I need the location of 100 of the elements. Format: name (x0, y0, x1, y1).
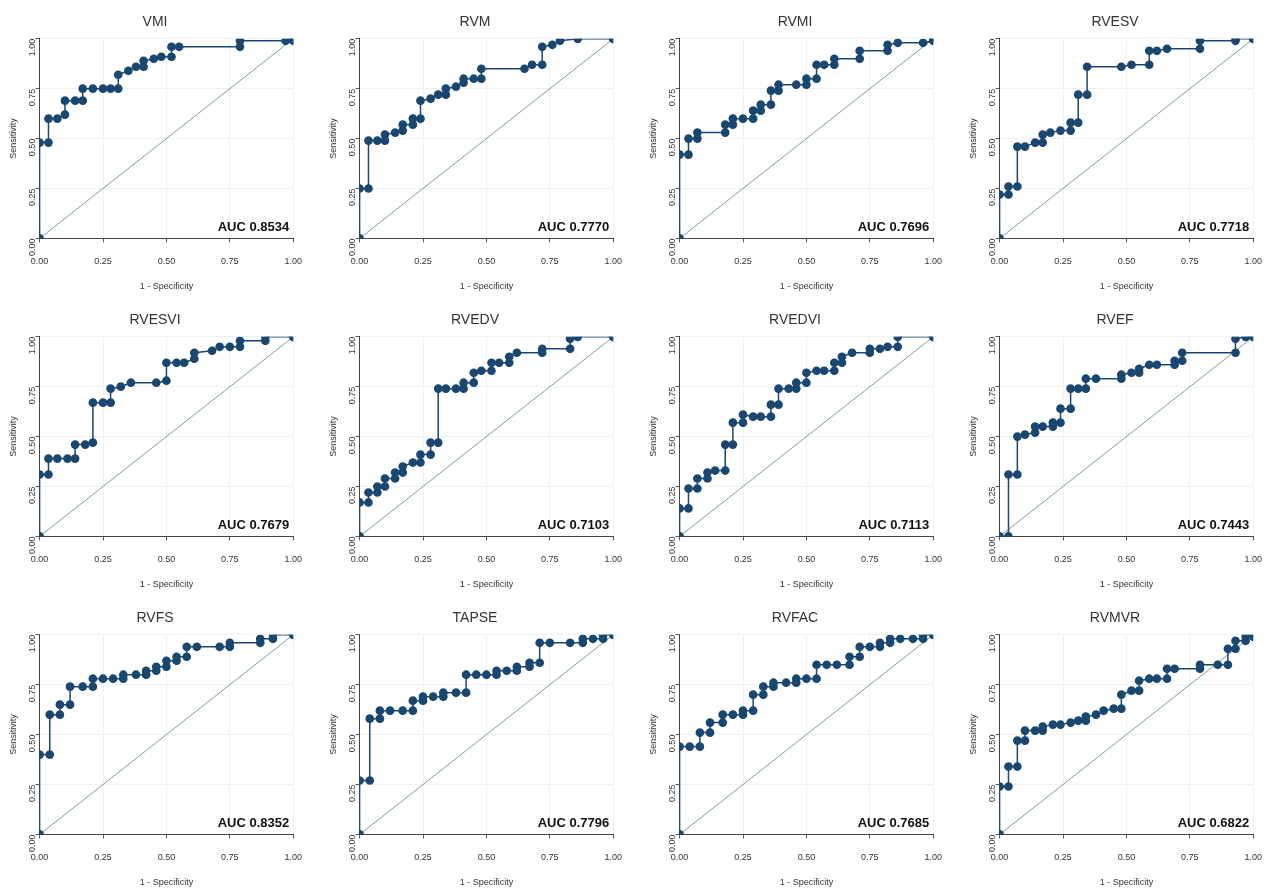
y-tick-label: 0.00 (27, 238, 38, 256)
y-tick-label: 0.75 (27, 684, 38, 703)
y-tick-label: 0.25 (27, 188, 38, 207)
x-tick-label: 1.00 (284, 554, 303, 565)
y-axis-title: Sensitivity (967, 713, 978, 755)
y-tick-label: 0.00 (27, 834, 38, 852)
y-tick-label: 1.00 (27, 634, 38, 653)
x-tick-label: 0.75 (1181, 852, 1199, 863)
chart-title: RVFS (136, 609, 174, 626)
y-tick-label: 0.50 (347, 734, 358, 753)
y-tick-label: 0.00 (347, 536, 358, 554)
x-tick-label: 0.25 (414, 256, 432, 267)
x-tick-label: 0.50 (157, 554, 176, 565)
y-tick-label: 0.25 (667, 188, 678, 207)
x-tick-label: 0.75 (861, 852, 879, 863)
y-tick-label: 1.00 (987, 336, 998, 355)
y-tick-label: 0.50 (667, 138, 678, 157)
y-tick-label: 0.25 (667, 486, 678, 505)
y-tick-label: 0.75 (347, 88, 358, 107)
annotation: AUC 0.7796 (537, 815, 610, 831)
x-axis-title: 1 - Specificity (459, 579, 514, 590)
chart-title: RVMVR (1089, 609, 1141, 626)
chart-title: TAPSE (452, 609, 498, 626)
x-tick-label: 1.00 (604, 554, 623, 565)
y-axis-title: Sensitivity (647, 117, 658, 159)
y-tick-label: 0.00 (347, 238, 358, 256)
x-tick-label: 0.25 (734, 554, 752, 565)
x-axis-title: 1 - Specificity (1099, 877, 1154, 888)
x-tick-label: 0.50 (1117, 852, 1136, 863)
y-axis-title: Sensitivity (7, 415, 18, 457)
x-tick-label: 0.50 (797, 554, 816, 565)
x-tick-label: 0.25 (94, 852, 112, 863)
x-axis-title: 1 - Specificity (139, 579, 194, 590)
x-tick-label: 0.75 (1181, 554, 1199, 565)
y-tick-label: 1.00 (667, 38, 678, 57)
x-tick-label: 0.75 (221, 554, 239, 565)
y-tick-label: 0.75 (27, 386, 38, 405)
x-tick-label: 0.75 (541, 256, 559, 267)
x-tick-label: 0.75 (861, 256, 879, 267)
x-tick-label: 0.25 (1054, 852, 1072, 863)
y-tick-label: 0.00 (987, 536, 998, 554)
annotation: AUC 0.7718 (1177, 219, 1250, 235)
annotation: AUC 0.8352 (217, 815, 290, 831)
x-tick-label: 0.25 (94, 554, 112, 565)
x-tick-label: 0.50 (477, 256, 496, 267)
y-tick-label: 0.75 (987, 684, 998, 703)
y-tick-label: 0.50 (27, 138, 38, 157)
x-tick-label: 0.75 (1181, 256, 1199, 267)
y-tick-label: 0.25 (27, 486, 38, 505)
chart-title: RVESVI (129, 311, 181, 328)
x-tick-label: 1.00 (1244, 554, 1263, 565)
y-tick-label: 0.50 (27, 436, 38, 455)
y-tick-label: 1.00 (987, 38, 998, 57)
annotation: AUC 0.7113 (858, 517, 930, 533)
x-tick-label: 0.25 (414, 554, 432, 565)
x-tick-label: 0.50 (797, 256, 816, 267)
y-tick-label: 0.25 (987, 784, 998, 803)
x-tick-label: 1.00 (924, 256, 943, 267)
y-tick-label: 0.00 (987, 834, 998, 852)
y-tick-label: 0.50 (987, 138, 998, 157)
x-tick-label: 1.00 (604, 256, 623, 267)
x-tick-label: 0.75 (861, 554, 879, 565)
chart-title: RVM (459, 13, 491, 30)
y-tick-label: 0.75 (987, 386, 998, 405)
chart-title: VMI (142, 13, 168, 30)
y-tick-label: 0.50 (987, 734, 998, 753)
annotation: AUC 0.7685 (857, 815, 930, 831)
chart-title: RVMI (777, 13, 813, 30)
x-tick-label: 1.00 (604, 852, 623, 863)
y-tick-label: 1.00 (347, 336, 358, 355)
x-tick-label: 0.50 (157, 852, 176, 863)
y-axis-title: Sensitivity (967, 117, 978, 159)
y-axis-title: Sensitivity (327, 713, 338, 755)
x-tick-label: 1.00 (284, 852, 303, 863)
y-tick-label: 0.25 (987, 188, 998, 207)
y-tick-label: 0.00 (987, 238, 998, 256)
x-tick-label: 0.25 (94, 256, 112, 267)
y-axis-title: Sensitivity (327, 117, 338, 159)
y-tick-label: 0.00 (667, 834, 678, 852)
x-tick-label: 0.50 (477, 554, 496, 565)
y-tick-label: 0.25 (27, 784, 38, 803)
y-tick-label: 0.50 (27, 734, 38, 753)
x-tick-label: 1.00 (1244, 852, 1263, 863)
x-axis-title: 1 - Specificity (779, 281, 834, 292)
y-axis-title: Sensitivity (647, 713, 658, 755)
x-tick-label: 0.25 (1054, 256, 1072, 267)
y-tick-label: 0.25 (667, 784, 678, 803)
y-tick-label: 0.25 (347, 486, 358, 505)
x-axis-title: 1 - Specificity (779, 579, 834, 590)
chart-title: RVEDV (451, 311, 500, 328)
y-tick-label: 0.25 (347, 188, 358, 207)
x-tick-label: 0.25 (734, 256, 752, 267)
y-tick-label: 1.00 (347, 634, 358, 653)
x-axis-title: 1 - Specificity (139, 281, 194, 292)
y-axis-title: Sensitivity (7, 713, 18, 755)
x-tick-label: 1.00 (924, 852, 943, 863)
chart-title: RVESV (1091, 13, 1140, 30)
y-tick-label: 0.75 (347, 386, 358, 405)
x-tick-label: 0.25 (734, 852, 752, 863)
annotation: AUC 0.8534 (217, 219, 290, 235)
